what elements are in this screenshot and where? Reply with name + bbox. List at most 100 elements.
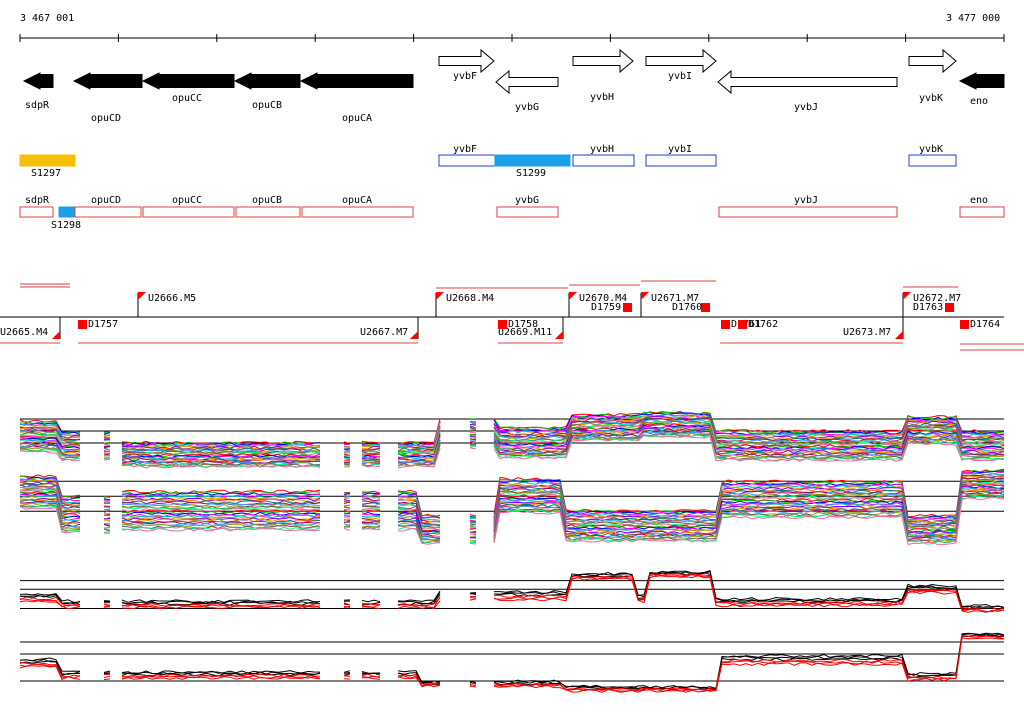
segment-label-S1297: S1297	[31, 168, 61, 179]
gene-arrow-yvbG	[495, 69, 559, 95]
gene-arrow-eno	[958, 72, 1005, 90]
expression-trace	[19, 434, 1005, 469]
start-coordinate: 3 467 001	[20, 13, 75, 24]
segment-opuCD	[74, 206, 142, 218]
upshift-label-U2667.M7: U2667.M7	[360, 327, 408, 338]
gene-arrow-yvbF	[438, 48, 495, 74]
gene-arrow-opuCD	[72, 72, 143, 90]
segment-yvbI	[645, 154, 717, 167]
gene-arrow-opuCB	[233, 72, 301, 90]
segment-yvbH	[572, 154, 635, 167]
gene-label-yvbF: yvbF	[453, 71, 477, 82]
segment-yvbG	[496, 206, 559, 218]
segment-yvbK	[908, 154, 957, 167]
downshift-label-D1764: D1764	[970, 319, 1000, 330]
segment-label-yvbG: yvbG	[515, 195, 539, 206]
downshift-marker	[623, 303, 632, 312]
gene-label-opuCA: opuCA	[342, 113, 372, 124]
segment-opuCC	[142, 206, 235, 218]
gene-arrow-yvbK	[908, 48, 957, 74]
expression-trace	[19, 569, 1005, 608]
segment-label-sdpR: sdpR	[25, 195, 50, 206]
segment-opuCB	[235, 206, 301, 218]
gene-arrow-sdpR	[22, 72, 54, 90]
gene-arrow-opuCA	[299, 72, 414, 90]
gene-arrow-opuCC	[141, 72, 235, 90]
segment-label-yvbJ: yvbJ	[794, 195, 818, 206]
upshift-label-U2671.M7: U2671.M7	[651, 293, 699, 304]
downshift-marker	[960, 320, 969, 329]
upshift-label-U2673.M7: U2673.M7	[843, 327, 891, 338]
segment-label-yvbF: yvbF	[453, 144, 477, 155]
upshift-label-U2666.M5: U2666.M5	[148, 293, 196, 304]
upshift-label-U2668.M4: U2668.M4	[446, 293, 494, 304]
gene-label-opuCD: opuCD	[91, 113, 121, 124]
upshift-label-U2665.M4: U2665.M4	[0, 327, 48, 338]
expression-trace	[19, 495, 1005, 545]
segment-opuCA	[301, 206, 414, 218]
downshift-label-D1762: D1762	[748, 319, 778, 330]
expression-trace	[19, 410, 1005, 445]
segment-label-opuCC: opuCC	[172, 195, 202, 206]
expression-trace	[19, 634, 1005, 691]
downshift-label-D1758: D1758	[508, 319, 538, 330]
segment-S1297	[19, 154, 76, 167]
segment-eno	[959, 206, 1005, 218]
downshift-marker	[945, 303, 954, 312]
upshift-label-U2669.M11: U2669.M11	[498, 327, 552, 338]
segment-sdpR	[19, 206, 54, 218]
downshift-marker	[701, 303, 710, 312]
gene-label-yvbK: yvbK	[919, 93, 943, 104]
downshift-marker	[738, 320, 747, 329]
expression-trace	[19, 416, 1005, 451]
expression-trace	[19, 570, 1005, 610]
upshift-flag	[436, 292, 444, 300]
upshift-label-U2672.M7: U2672.M7	[913, 293, 961, 304]
upshift-flag	[555, 331, 563, 339]
gene-label-yvbG: yvbG	[515, 102, 539, 113]
segment-label-opuCD: opuCD	[91, 195, 121, 206]
upshift-flag	[641, 292, 649, 300]
downshift-label-D1759: D1759	[591, 302, 621, 313]
expression-trace	[19, 637, 1005, 693]
downshift-label-D1757: D1757	[88, 319, 118, 330]
expression-trace	[19, 433, 1005, 467]
segment-yvbJ	[718, 206, 898, 218]
upshift-flag	[903, 292, 911, 300]
segment-label-S1299: S1299	[516, 168, 546, 179]
upshift-flag	[138, 292, 146, 300]
segment-label-opuCB: opuCB	[252, 195, 282, 206]
upshift-flag	[569, 292, 577, 300]
segment-label-yvbI: yvbI	[668, 144, 692, 155]
gene-arrow-yvbH	[572, 48, 634, 74]
gene-arrow-yvbJ	[717, 69, 898, 95]
gene-label-yvbI: yvbI	[668, 71, 692, 82]
segment-S1299	[494, 154, 571, 167]
segment-label-yvbH: yvbH	[590, 144, 614, 155]
upshift-flag	[410, 331, 418, 339]
downshift-label-D1763: D1763	[913, 302, 943, 313]
gene-label-opuCC: opuCC	[172, 93, 202, 104]
gene-label-yvbJ: yvbJ	[794, 102, 818, 113]
gene-label-sdpR: sdpR	[25, 100, 50, 111]
gene-arrow-yvbI	[645, 48, 717, 74]
upshift-flag	[895, 331, 903, 339]
segment-label-eno: eno	[970, 195, 988, 206]
downshift-marker	[721, 320, 730, 329]
upshift-label-U2670.M4: U2670.M4	[579, 293, 627, 304]
expression-trace	[19, 575, 1005, 613]
expression-trace	[19, 432, 1005, 467]
downshift-label-D1760: D1760	[672, 302, 702, 313]
segment-label-opuCA: opuCA	[342, 195, 372, 206]
downshift-marker	[78, 320, 87, 329]
segment-S1298	[58, 206, 75, 218]
gene-label-eno: eno	[970, 96, 988, 107]
expression-trace	[19, 632, 1005, 689]
downshift-marker	[498, 320, 507, 329]
upshift-flag	[52, 331, 60, 339]
segment-yvbF	[438, 154, 496, 167]
segment-label-S1298: S1298	[51, 220, 81, 231]
segment-label-yvbK: yvbK	[919, 144, 943, 155]
